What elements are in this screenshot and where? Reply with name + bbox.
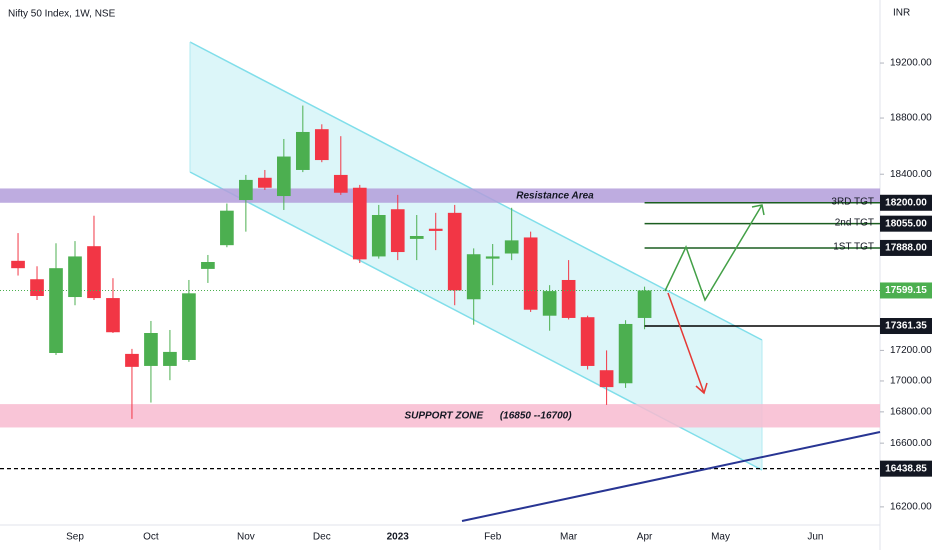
candle-body bbox=[409, 235, 424, 239]
x-tick-label: Dec bbox=[313, 532, 331, 543]
candle-body bbox=[220, 210, 234, 246]
currency: INR bbox=[893, 8, 910, 19]
candle-body bbox=[447, 212, 462, 291]
y-tick-label: 17200.00 bbox=[890, 345, 932, 356]
candle-body bbox=[87, 246, 101, 299]
candle-body bbox=[352, 187, 367, 260]
candle-body bbox=[542, 291, 557, 316]
x-tick-label: 2023 bbox=[387, 532, 410, 543]
candle-body bbox=[11, 260, 25, 269]
y-tick-label: 17000.00 bbox=[890, 376, 932, 387]
candle-body bbox=[163, 351, 177, 366]
zone-label: SUPPORT ZONE (16850 --16700) bbox=[404, 410, 572, 421]
candle-body bbox=[428, 228, 443, 231]
candle-body bbox=[637, 290, 652, 318]
x-tick-label: Sep bbox=[66, 532, 84, 543]
candle-body bbox=[68, 256, 82, 298]
level-tag bbox=[880, 318, 932, 335]
candle-body bbox=[182, 293, 196, 360]
candle-body bbox=[30, 279, 44, 296]
level-tag bbox=[880, 215, 932, 232]
level-tag bbox=[880, 239, 932, 256]
x-tick-label: Jun bbox=[807, 532, 823, 543]
bull-path bbox=[664, 204, 763, 302]
candle-body bbox=[371, 215, 386, 257]
x-tick-label: Oct bbox=[143, 532, 159, 543]
last-price-label: 17599.15 bbox=[885, 285, 927, 296]
candle-body bbox=[144, 332, 158, 366]
bear-path bbox=[667, 292, 705, 394]
candle-body bbox=[599, 370, 614, 388]
level-label: 18055.00 bbox=[885, 218, 927, 229]
trend-line bbox=[461, 431, 881, 522]
x-tick-label: May bbox=[711, 532, 730, 543]
zone-label: Resistance Area bbox=[516, 190, 594, 201]
candle-body bbox=[580, 317, 595, 366]
x-tick-label: Apr bbox=[637, 532, 653, 543]
x-tick-label: Mar bbox=[560, 532, 578, 543]
candle-body bbox=[125, 353, 139, 367]
drawings-front bbox=[461, 204, 881, 522]
candle-body bbox=[485, 256, 500, 259]
level-name: 1ST TGT bbox=[833, 242, 874, 253]
zone bbox=[0, 404, 880, 428]
y-tick-label: 16600.00 bbox=[890, 438, 932, 449]
candle-body bbox=[504, 240, 519, 254]
candle-body bbox=[277, 156, 291, 197]
candle-body bbox=[523, 237, 538, 310]
level-label: 17361.35 bbox=[885, 321, 927, 332]
candle-body bbox=[561, 279, 576, 318]
candle-body bbox=[201, 262, 215, 269]
candle-body bbox=[295, 131, 310, 170]
candle-body bbox=[49, 268, 63, 353]
chart-title: Nifty 50 Index, 1W, NSE bbox=[8, 9, 116, 20]
candle-body bbox=[618, 323, 633, 384]
candle-body bbox=[466, 254, 481, 300]
y-tick-label: 18800.00 bbox=[890, 113, 932, 124]
x-tick-label: Nov bbox=[237, 532, 255, 543]
candle-body bbox=[333, 174, 348, 193]
bear-arrowhead bbox=[695, 382, 708, 395]
level-tag bbox=[880, 194, 932, 211]
x-tick-label: Feb bbox=[484, 532, 502, 543]
y-tick-label: 16200.00 bbox=[890, 502, 932, 513]
candle-body bbox=[239, 179, 253, 201]
level-name: 2nd TGT bbox=[835, 217, 874, 228]
y-tick-label: 16800.00 bbox=[890, 407, 932, 418]
last-price-tag bbox=[880, 282, 932, 299]
level-name: 3RD TGT bbox=[831, 196, 874, 207]
candle-body bbox=[106, 298, 120, 333]
level-label: 18200.00 bbox=[885, 197, 927, 208]
candle-body bbox=[390, 209, 405, 253]
y-tick-label: 18400.00 bbox=[890, 169, 932, 180]
candle-body bbox=[258, 177, 272, 188]
level-tag bbox=[880, 460, 932, 477]
level-label: 17888.00 bbox=[885, 243, 927, 254]
y-tick-label: 19200.00 bbox=[890, 58, 932, 69]
level-label: 16438.85 bbox=[885, 463, 927, 474]
zone bbox=[0, 188, 880, 203]
candle-body bbox=[314, 129, 329, 161]
bull-arrowhead bbox=[751, 204, 765, 216]
